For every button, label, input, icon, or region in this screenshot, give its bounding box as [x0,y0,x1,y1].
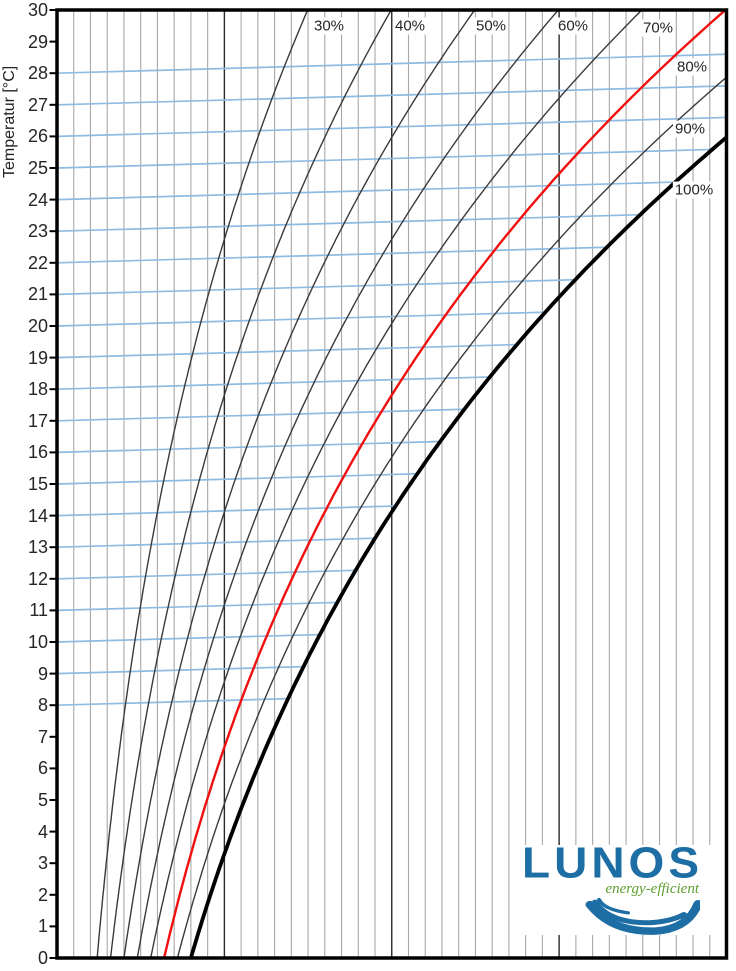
rh-curve-50 [123,9,476,959]
curve-label-30: 30% [311,17,347,35]
rh-curve-40 [109,9,392,959]
y-tick-label: 15 [27,474,48,494]
y-tick-label: 28 [27,63,48,84]
blue-iso-line [56,116,727,138]
y-tick-label: 2 [37,884,48,905]
rh-curve-60 [136,9,559,959]
logo-swoosh-icon [585,898,700,935]
curve-label-60: 60% [555,17,591,35]
blue-iso-line [56,246,608,264]
blue-iso-line [56,148,713,169]
blue-iso-line [56,408,465,422]
y-tick-label: 3 [37,853,48,874]
y-tick-label: 0 [37,948,48,968]
y-tick-label: 18 [27,379,48,400]
blue-iso-line [56,84,727,106]
blue-iso-line [56,53,727,75]
y-tick-label: 7 [37,726,48,747]
y-tick-label: 30 [27,0,48,20]
logo-wordmark: LUNOS [522,837,703,887]
blue-iso-line [56,343,518,359]
blue-iso-line [56,181,676,201]
y-tick-label: 22 [27,252,48,273]
y-tick-label: 26 [27,126,48,147]
blue-iso-line [56,537,376,549]
y-tick-label: 21 [27,284,48,305]
y-tick-label: 9 [37,663,48,684]
lunos-logo: LUNOS energy-efficient [518,837,715,935]
curve-label-80: 80% [674,58,710,76]
rh-curve-100 [189,135,728,959]
blue-iso-line [56,311,546,327]
curve-label-90: 90% [672,120,708,138]
y-tick-label: 4 [37,821,48,842]
y-tick-label: 5 [37,790,48,810]
blue-iso-line [56,601,338,612]
y-tick-label: 1 [37,916,48,937]
y-tick-label: 17 [27,410,48,431]
blue-iso-line [56,505,396,517]
rh-curve-80 [162,9,727,959]
plot-border [55,8,729,960]
rh-curve-90 [176,76,727,959]
curve-label-40: 40% [392,17,428,35]
rh-curve-30 [96,9,309,959]
y-tick-label: 27 [27,94,48,115]
y-tick-label: 24 [27,189,48,210]
y-tick-label: 10 [27,632,48,652]
y-tick-label: 16 [27,442,48,463]
y-tick-label: 13 [27,537,48,558]
rh-curve-70 [150,9,643,959]
curve-label-50: 50% [473,17,509,35]
y-tick-label: 8 [37,695,48,716]
y-tick-label: 12 [27,568,48,589]
y-tick-label: 6 [37,758,48,779]
blue-iso-line [56,665,304,675]
y-tick-label: 20 [27,316,48,336]
blue-iso-line [56,440,441,454]
y-tick-label: 11 [29,600,48,621]
y-tick-label: 14 [27,505,48,526]
curve-label-70: 70% [640,19,676,37]
y-tick-label: 23 [27,221,48,242]
blue-iso-line [56,633,321,643]
y-tick-label: 19 [27,347,48,368]
blue-iso-line [56,213,641,233]
logo-tagline: energy-efficient [605,881,699,897]
curve-label-100: 100% [672,181,716,199]
blue-iso-line [56,278,576,296]
blue-iso-line [56,697,289,707]
y-tick-label: 29 [27,31,48,52]
blue-iso-line [56,472,418,485]
y-tick-label: 25 [27,158,48,178]
blue-iso-line [56,376,491,391]
blue-iso-line [56,569,356,580]
